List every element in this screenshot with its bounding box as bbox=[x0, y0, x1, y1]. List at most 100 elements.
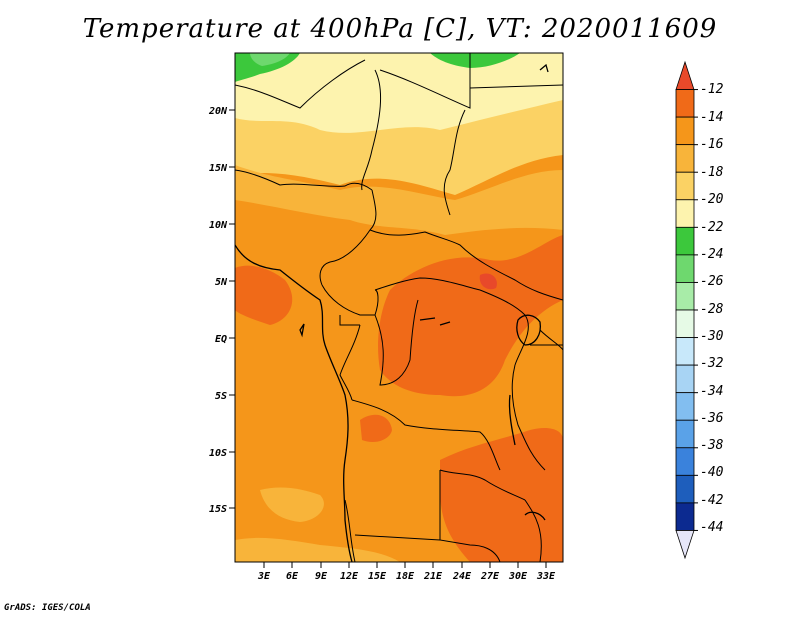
lat-label: EQ bbox=[215, 334, 227, 345]
colorbar-segment bbox=[675, 309, 695, 338]
colorbar-label: -30 bbox=[700, 329, 724, 344]
colorbar-label: -34 bbox=[700, 384, 723, 399]
colorbar-ticks bbox=[694, 89, 698, 531]
colorbar-segment bbox=[675, 337, 695, 366]
colorbar-label: -20 bbox=[700, 192, 724, 207]
border-zambia-north bbox=[439, 469, 526, 501]
lon-label: 15E bbox=[368, 571, 387, 582]
lon-labels: 3E 6E 9E 12E 15E 18E 21E 24E 27E 30E 33E bbox=[257, 571, 556, 582]
border-chad-libya bbox=[379, 53, 471, 109]
colorbar-label: -12 bbox=[700, 82, 724, 97]
colorbar-label: -42 bbox=[700, 493, 724, 508]
border-gabon-eqguinea bbox=[339, 315, 360, 326]
lon-label: 24E bbox=[452, 571, 472, 582]
lake-tanganyika-outline bbox=[508, 394, 516, 446]
colorbar: -12 -14 -16 -18 -20 -22 -24 -26 -28 -30 … bbox=[675, 60, 724, 560]
field-minus12-14-southeast bbox=[440, 428, 563, 562]
axis-ticks bbox=[229, 109, 547, 568]
border-cameroon-congo bbox=[321, 284, 379, 316]
lat-labels: 20N 15N 10N 5N EQ 5S 10S 15S bbox=[208, 106, 228, 515]
colorbar-label: -44 bbox=[700, 520, 723, 535]
colorbar-segment bbox=[675, 199, 695, 228]
border-algeria-niger bbox=[235, 59, 366, 109]
colorbar-label: -28 bbox=[700, 302, 724, 317]
country-borders bbox=[235, 53, 563, 562]
colorbar-segment bbox=[675, 502, 695, 531]
lat-label: 20N bbox=[208, 106, 228, 117]
coast-egypt-outline bbox=[539, 63, 549, 73]
field-minus22-24-west bbox=[235, 53, 300, 82]
map-title: Temperature at 400hPa [C], VT: 202001160… bbox=[82, 14, 718, 44]
colorbar-segment bbox=[675, 419, 695, 449]
colorbar-segment bbox=[675, 282, 695, 311]
lon-label: 9E bbox=[315, 571, 328, 582]
border-angola-namibia bbox=[354, 534, 441, 541]
lat-label: 15S bbox=[209, 504, 227, 515]
colorbar-label: -32 bbox=[700, 356, 724, 371]
border-libya-sudan bbox=[469, 84, 563, 89]
border-angola-namibia-west bbox=[344, 499, 356, 562]
field-minus12-14-west bbox=[235, 265, 293, 325]
lon-label: 33E bbox=[536, 571, 556, 582]
colorbar-segment bbox=[675, 530, 695, 560]
border-car-south bbox=[374, 277, 481, 291]
field-minus18-20 bbox=[235, 100, 563, 195]
field-minus16-18 bbox=[235, 165, 563, 235]
colorbar-segment bbox=[675, 364, 695, 394]
border-drc-angola bbox=[351, 399, 501, 471]
bioko-island-outline bbox=[299, 323, 305, 338]
colorbar-segment bbox=[675, 144, 695, 173]
lon-label: 12E bbox=[340, 571, 359, 582]
border-chad-sudan bbox=[443, 109, 466, 216]
border-uganda bbox=[539, 329, 563, 351]
lon-label: 6E bbox=[286, 571, 299, 582]
field-minus24-26 bbox=[250, 53, 290, 66]
congo-river-outline bbox=[419, 317, 451, 326]
border-car-chad-sudan bbox=[369, 229, 563, 301]
lat-label: 10N bbox=[209, 220, 228, 231]
colorbar-label: -26 bbox=[700, 274, 724, 289]
lat-label: 5S bbox=[215, 391, 227, 402]
colorbar-label: -16 bbox=[700, 137, 724, 152]
colorbar-label: -22 bbox=[700, 220, 724, 235]
colorbar-segment bbox=[675, 60, 695, 90]
field-minus12-14-patch bbox=[360, 414, 392, 442]
coastlines bbox=[235, 63, 549, 562]
border-drc-tanzania bbox=[511, 364, 546, 471]
field-minus16-18-south bbox=[260, 487, 324, 522]
border-niger-nigeria bbox=[235, 169, 373, 191]
lake-victoria-outline bbox=[516, 314, 541, 346]
temperature-field bbox=[235, 53, 563, 562]
border-zambia-malawi bbox=[524, 499, 542, 562]
colorbar-segment bbox=[675, 89, 695, 118]
border-niger-chad bbox=[361, 69, 382, 191]
border-gabon-congo bbox=[339, 324, 361, 401]
colorbar-segment bbox=[675, 171, 695, 201]
colorbar-segments bbox=[675, 60, 695, 560]
colorbar-label: -38 bbox=[700, 438, 724, 453]
border-congo-drc bbox=[374, 299, 419, 386]
colorbar-label: -24 bbox=[700, 247, 723, 262]
colorbar-segment bbox=[675, 474, 695, 504]
colorbar-label: -18 bbox=[700, 165, 724, 180]
colorbar-segment bbox=[675, 254, 695, 283]
field-minus12-warmest bbox=[479, 273, 497, 290]
colorbar-label: -40 bbox=[700, 465, 724, 480]
colorbar-label: -14 bbox=[700, 110, 723, 125]
colorbar-segment bbox=[675, 116, 695, 146]
lon-label: 21E bbox=[423, 571, 443, 582]
lon-label: 3E bbox=[257, 571, 271, 582]
colorbar-label: -36 bbox=[700, 411, 724, 426]
atlantic-coastline bbox=[235, 244, 353, 562]
field-minus12-14-central bbox=[378, 235, 563, 397]
lat-label: 10S bbox=[209, 448, 227, 459]
lon-label: 30E bbox=[508, 571, 528, 582]
map-frame bbox=[234, 52, 564, 563]
lake-kariba-outline bbox=[524, 511, 546, 521]
colorbar-segment bbox=[675, 226, 695, 256]
border-angola-zambia bbox=[439, 470, 501, 562]
border-nigeria-cameroon bbox=[319, 189, 377, 286]
colorbar-labels: -12 -14 -16 -18 -20 -22 -24 -26 -28 -30 … bbox=[700, 82, 724, 535]
colorbar-segment bbox=[675, 447, 695, 476]
